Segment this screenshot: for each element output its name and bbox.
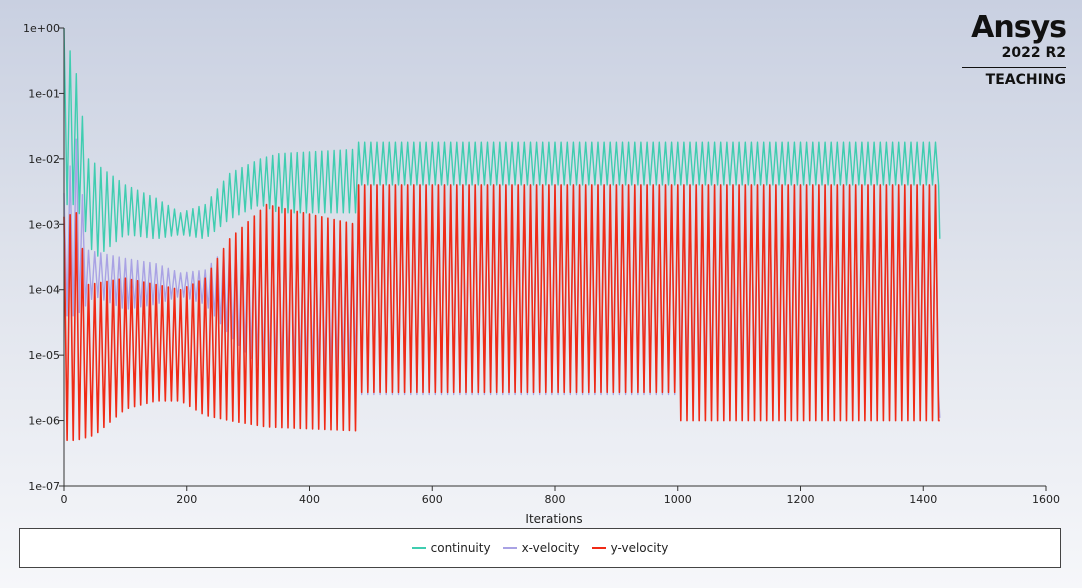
logo-divider (962, 67, 1066, 68)
ansys-logo: Ansys 2022 R2 TEACHING (962, 10, 1067, 88)
series-line-y-velocity (63, 184, 940, 442)
legend-swatch-continuity (411, 547, 426, 549)
legend-label-y-velocity: y-velocity (610, 541, 669, 555)
y-tick-label: 1e+00 (23, 22, 60, 35)
y-tick-label: 1e-06 (28, 415, 60, 428)
y-tick-label: 1e-05 (28, 349, 60, 362)
x-tick-label: 400 (299, 493, 320, 506)
series-line-continuity (63, 27, 941, 257)
x-tick-label: 1600 (1032, 493, 1060, 506)
logo-edition: TEACHING (985, 72, 1066, 88)
legend-item-y-velocity: y-velocity (591, 541, 669, 555)
legend-swatch-x-velocity (502, 547, 517, 549)
axes: 0 200 400 600 800 1000 1200 1400 1600 1e-07 1e-06 1… (23, 22, 1060, 506)
y-tick-label: 1e-03 (28, 218, 60, 231)
x-tick-label: 200 (176, 493, 197, 506)
residuals-plot: 0 200 400 600 800 1000 1200 1400 1600 1e-07 1e-06 1… (23, 22, 1060, 526)
legend-label-continuity: continuity (430, 541, 491, 555)
legend-item-x-velocity: x-velocity (502, 541, 580, 555)
x-tick-label: 1400 (909, 493, 937, 506)
series-layer (63, 27, 941, 442)
x-tick-label: 1000 (664, 493, 692, 506)
logo-version: 2022 R2 (1001, 45, 1066, 61)
legend-swatch-y-velocity (591, 547, 606, 549)
x-axis-label: Iterations (525, 512, 582, 526)
x-tick-label: 1200 (787, 493, 815, 506)
x-tick-label: 0 (61, 493, 68, 506)
legend-label-x-velocity: x-velocity (521, 541, 580, 555)
logo-name: Ansys (971, 10, 1067, 45)
x-tick-label: 600 (422, 493, 443, 506)
y-tick-label: 1e-07 (28, 480, 60, 493)
y-tick-label: 1e-04 (28, 284, 60, 297)
y-tick-label: 1e-01 (28, 87, 60, 100)
x-tick-label: 800 (545, 493, 566, 506)
chart-legend: continuity x-velocity y-velocity (19, 528, 1061, 568)
legend-item-continuity: continuity (411, 541, 491, 555)
y-tick-label: 1e-02 (28, 153, 60, 166)
